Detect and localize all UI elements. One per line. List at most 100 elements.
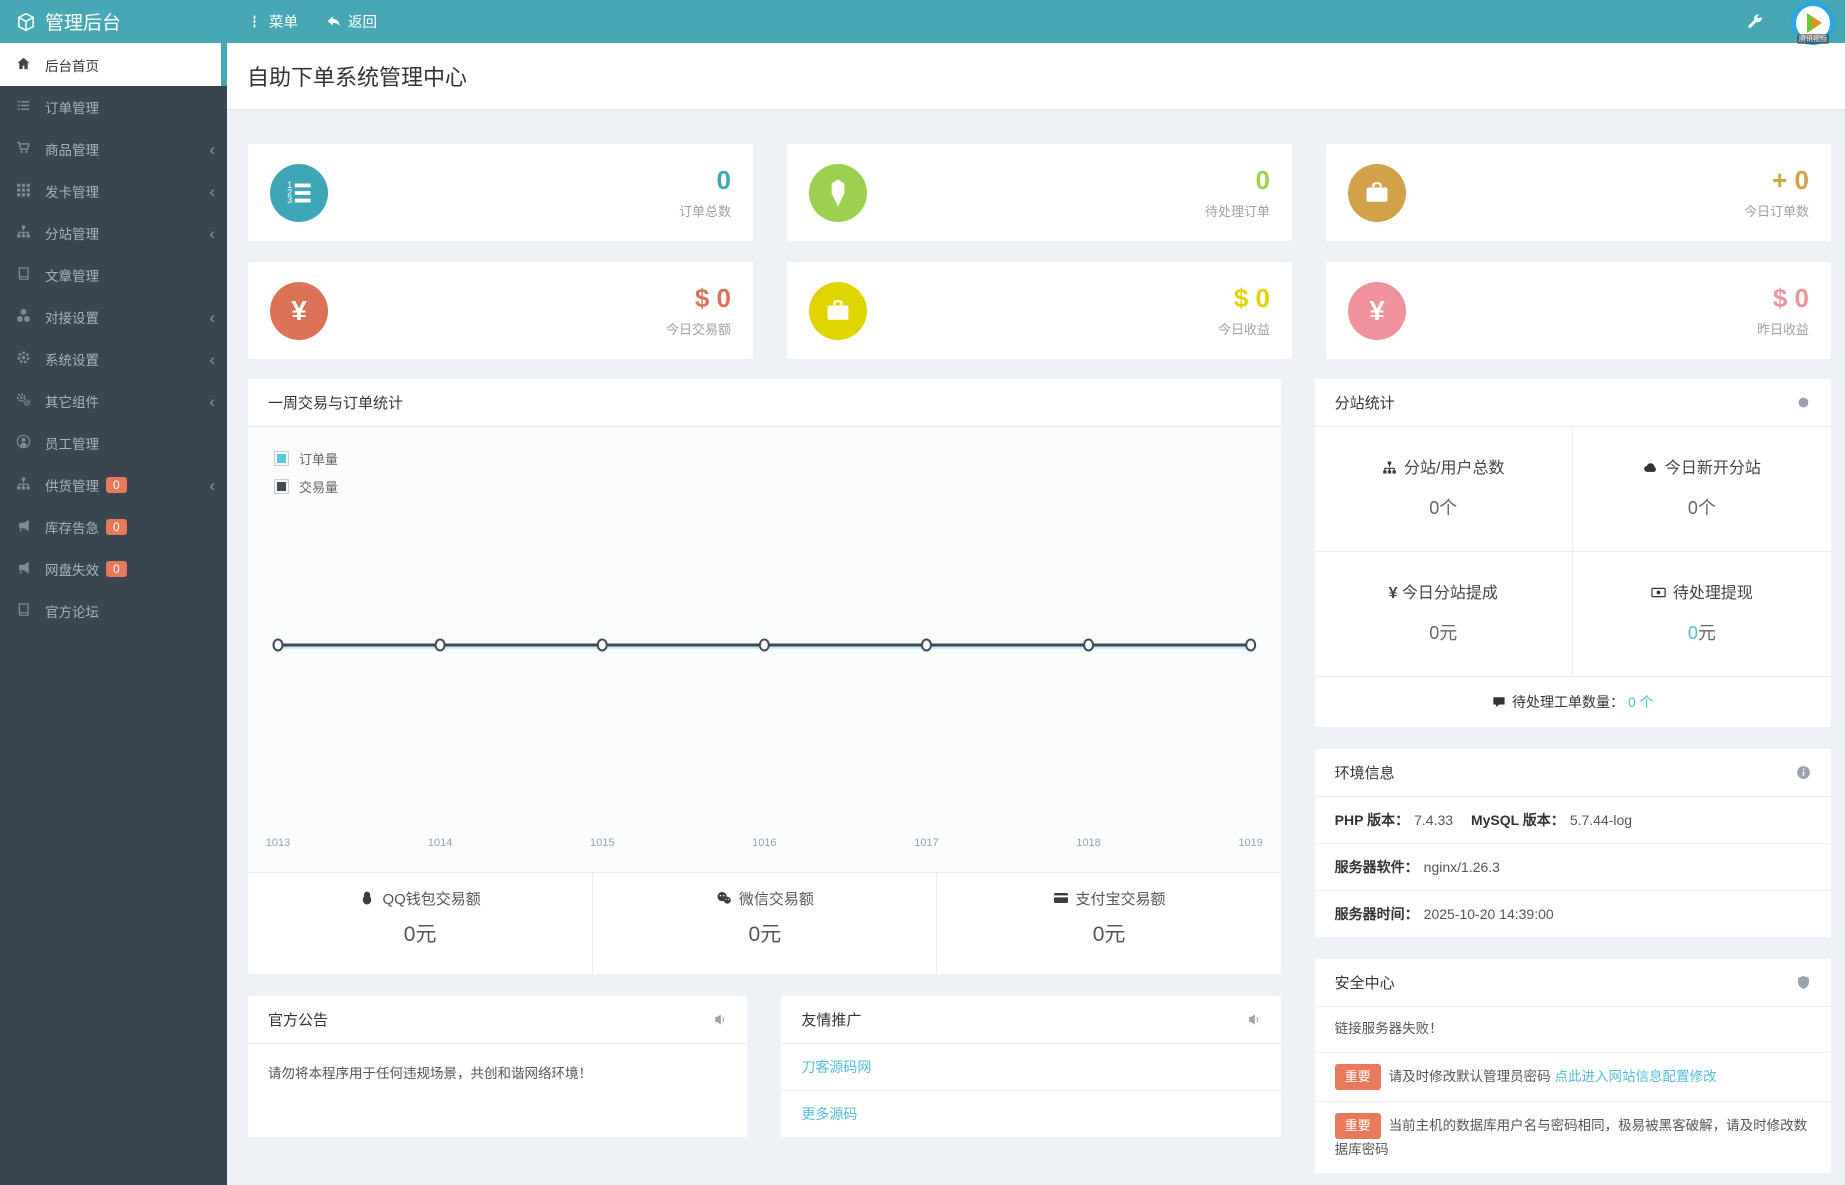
- gem-icon: [823, 178, 853, 208]
- config-link[interactable]: 点此进入网站信息配置修改: [1554, 1068, 1717, 1084]
- trend-chart: 订单量 交易量 1013 1014 1015 1016 1017 1018 1019: [248, 427, 1281, 872]
- count-badge: 0: [106, 561, 127, 577]
- user-circle-icon: [16, 434, 31, 449]
- cubes-icon: [16, 308, 31, 323]
- sidebar-item-home[interactable]: 后台首页: [0, 43, 227, 86]
- briefcase-icon: [825, 298, 851, 324]
- reply-arrow-icon: [326, 14, 341, 29]
- new-substations-cell: 今日新开分站 0个: [1572, 427, 1831, 552]
- env-server-software-row: 服务器软件： nginx/1.26.3: [1314, 843, 1831, 890]
- substation-grid: 分站/用户总数 0个 今日新开分站 0个 ¥ 今日分站提成 0元 待处理提现: [1314, 427, 1831, 676]
- cloud-icon: [1643, 460, 1658, 475]
- official-notice-panel: 官方公告 请勿将本程序用于任何违规场景，共创和谐网络环境！: [248, 996, 748, 1137]
- sidebar-item-staff[interactable]: 员工管理: [0, 422, 227, 464]
- page-title-bar: 自助下单系统管理中心: [227, 43, 1845, 110]
- menu-toggle-button[interactable]: 菜单: [247, 11, 298, 32]
- play-triangle-overlay-icon: [1812, 16, 1821, 29]
- logo-watermark: 腾讯视频: [1797, 33, 1829, 44]
- stat-value: 0个: [1687, 498, 1716, 518]
- stat-value: 0个: [1429, 498, 1458, 518]
- alipay-card-icon: [1053, 890, 1069, 906]
- ordered-list-icon: [285, 179, 313, 207]
- speaker-icon: [1246, 1012, 1261, 1027]
- legend-item-orders[interactable]: 订单量: [274, 449, 338, 468]
- top-right-tools: 腾讯视频: [1747, 0, 1835, 45]
- stat-label: 今日交易额: [665, 322, 731, 337]
- svg-text:1015: 1015: [590, 837, 614, 849]
- environment-panel: 环境信息 PHP 版本： 7.4.33 MySQL 版本： 5.7.44-log 服…: [1314, 749, 1831, 937]
- promo-link[interactable]: 刀客源码网: [781, 1044, 1281, 1091]
- wallet-stats: QQ钱包交易额 0元 微信交易额 0元 支付宝交易额 0元: [248, 872, 1281, 974]
- app-title: 管理后台: [45, 13, 122, 34]
- content: 0 订单总数 0 待处理订单 + 0 今日订单数 ¥: [227, 110, 1845, 1185]
- yen-icon: ¥: [1388, 585, 1398, 602]
- notice-text: 请勿将本程序用于任何违规场景，共创和谐网络环境！: [268, 1066, 592, 1081]
- stat-card-pending-orders: 0 待处理订单: [787, 144, 1292, 241]
- stat-cards: 0 订单总数 0 待处理订单 + 0 今日订单数 ¥: [248, 144, 1831, 359]
- stat-value: 0元: [1429, 623, 1458, 643]
- briefcase-icon: [1364, 180, 1390, 206]
- sidebar-item-netdisk-invalid[interactable]: 网盘失效 0: [0, 548, 227, 590]
- yen-icon: ¥: [291, 294, 307, 326]
- back-button[interactable]: 返回: [326, 11, 377, 32]
- stat-value: $ 0: [1772, 283, 1809, 313]
- substation-users-cell: 分站/用户总数 0个: [1314, 427, 1573, 552]
- sidebar-item-stock-alert[interactable]: 库存告急 0: [0, 506, 227, 548]
- comment-icon: [1492, 695, 1506, 709]
- sidebar-item-suppliers[interactable]: 供货管理 0 ‹: [0, 464, 227, 506]
- sidebar-item-official-forum[interactable]: 官方论坛: [0, 590, 227, 632]
- sidebar-item-cards[interactable]: 发卡管理 ‹: [0, 170, 227, 212]
- stat-value: 0元: [748, 923, 782, 946]
- stat-value: + 0: [1772, 165, 1809, 195]
- video-player-logo[interactable]: 腾讯视频: [1791, 0, 1835, 45]
- commission-cell: ¥ 今日分站提成 0元: [1315, 552, 1573, 676]
- main-area: 自助下单系统管理中心 0 订单总数 0 待处理订单: [227, 43, 1845, 1185]
- count-badge: 0: [106, 519, 127, 535]
- chevron-left-icon: ‹: [209, 307, 215, 327]
- pending-tickets: 待处理工单数量： 0 个: [1314, 676, 1831, 727]
- security-row-server: 链接服务器失败！: [1334, 1021, 1443, 1036]
- speaker-icon: [712, 1012, 727, 1027]
- chevron-left-icon: ‹: [209, 223, 215, 243]
- svg-text:1014: 1014: [428, 837, 452, 849]
- svg-text:1018: 1018: [1076, 837, 1100, 849]
- sitemap-icon: [1382, 460, 1397, 475]
- yen-icon: ¥: [1369, 294, 1385, 326]
- cube-icon: [16, 12, 36, 32]
- stat-label: 今日收益: [1217, 322, 1270, 337]
- bullhorn-icon: [16, 518, 31, 533]
- sidebar: 后台首页 订单管理 商品管理 ‹ 发卡管理 ‹ 分站管理 ‹ 文章管理 对接设置…: [0, 43, 227, 1185]
- sidebar-item-products[interactable]: 商品管理 ‹: [0, 128, 227, 170]
- wrench-icon[interactable]: [1747, 14, 1763, 30]
- sidebar-item-orders[interactable]: 订单管理: [0, 86, 227, 128]
- panel-title: 一周交易与订单统计: [268, 395, 404, 412]
- qq-wallet-stat: QQ钱包交易额 0元: [248, 873, 592, 974]
- page-title: 自助下单系统管理中心: [247, 65, 468, 90]
- stat-value: 0元: [1092, 923, 1126, 946]
- back-label: 返回: [348, 15, 377, 31]
- important-badge: 重要: [1334, 1113, 1381, 1140]
- chevron-left-icon: ‹: [209, 181, 215, 201]
- tickets-count: 0 个: [1627, 694, 1654, 710]
- gears-icon: [16, 392, 31, 407]
- legend-item-volume[interactable]: 交易量: [274, 477, 338, 496]
- chevron-left-icon: ‹: [209, 139, 215, 159]
- sidebar-item-substations[interactable]: 分站管理 ‹: [0, 212, 227, 254]
- promo-link[interactable]: 更多源码: [801, 1106, 858, 1122]
- top-nav: 菜单 返回: [247, 11, 377, 32]
- stat-value: 0: [1255, 165, 1270, 195]
- sidebar-item-integrations[interactable]: 对接设置 ‹: [0, 296, 227, 338]
- stat-label: 昨日收益: [1756, 322, 1809, 337]
- count-badge: 0: [106, 477, 127, 493]
- chevron-left-icon: ‹: [209, 475, 215, 495]
- env-server-time-row: 服务器时间： 2025-10-20 14:39:00: [1314, 890, 1831, 937]
- promo-panel: 友情推广 刀客源码网 更多源码: [781, 996, 1281, 1137]
- stat-value: 0: [716, 165, 731, 195]
- stat-value: $ 0: [694, 283, 731, 313]
- sidebar-item-articles[interactable]: 文章管理: [0, 254, 227, 296]
- sitemap-icon: [16, 224, 31, 239]
- chart-legend: 订单量 交易量: [274, 449, 338, 505]
- app-brand[interactable]: 管理后台: [0, 8, 227, 35]
- sidebar-item-system-settings[interactable]: 系统设置 ‹: [0, 338, 227, 380]
- sidebar-item-components[interactable]: 其它组件 ‹: [0, 380, 227, 422]
